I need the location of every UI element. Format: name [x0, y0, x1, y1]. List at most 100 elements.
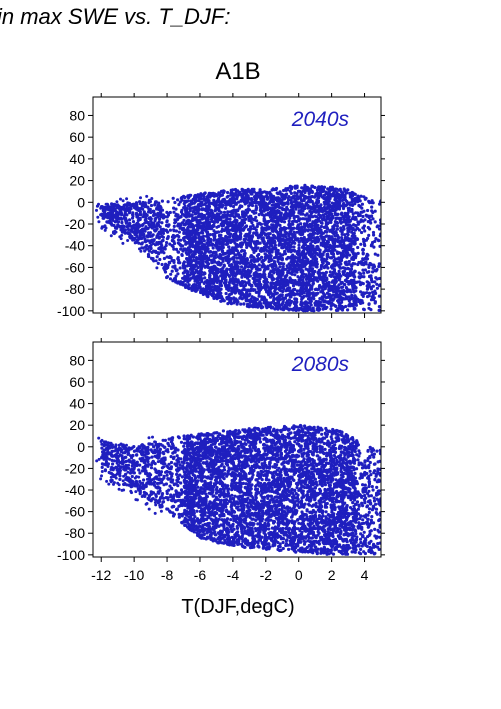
data-point [221, 277, 225, 281]
data-point [209, 279, 213, 283]
data-point [234, 285, 238, 290]
data-point [131, 220, 136, 224]
data-point [303, 183, 307, 187]
data-point [248, 208, 252, 212]
data-point [212, 216, 216, 220]
data-point [160, 221, 164, 225]
data-point [153, 229, 157, 233]
data-point [225, 215, 229, 219]
data-point [292, 226, 296, 230]
data-point [280, 202, 284, 206]
data-point [258, 272, 262, 276]
data-point [324, 300, 329, 304]
data-point [297, 243, 301, 247]
data-point [340, 236, 344, 240]
data-point [134, 212, 138, 216]
data-point [346, 308, 350, 312]
data-point [281, 297, 285, 301]
point-cloud [95, 183, 381, 313]
data-point [168, 242, 172, 246]
data-point [240, 265, 244, 269]
data-point [212, 237, 216, 241]
data-point [165, 275, 169, 280]
data-point [321, 276, 325, 280]
data-point [299, 192, 303, 196]
data-point [281, 237, 285, 241]
data-point [172, 240, 176, 244]
data-point [322, 185, 327, 189]
data-point [287, 242, 291, 246]
data-point [363, 268, 367, 272]
data-point [176, 213, 180, 217]
data-point [165, 241, 169, 245]
data-point [195, 227, 199, 232]
data-point [168, 228, 172, 232]
data-point [310, 255, 314, 259]
data-point [205, 195, 209, 199]
data-point [371, 263, 376, 267]
data-point [347, 201, 351, 205]
data-point [183, 269, 187, 273]
data-point [222, 210, 227, 214]
data-point [251, 223, 255, 228]
data-point [344, 304, 348, 309]
data-point [302, 309, 306, 313]
data-point [335, 227, 339, 231]
data-point [198, 286, 202, 290]
data-point [247, 237, 251, 241]
data-point [186, 270, 190, 274]
data-point [371, 284, 375, 288]
data-point [360, 275, 364, 279]
data-point [311, 306, 315, 310]
data-point [268, 295, 273, 299]
data-point [244, 293, 248, 297]
data-point [203, 191, 207, 195]
data-point [253, 200, 257, 204]
data-point [200, 229, 204, 233]
data-point [182, 266, 186, 270]
data-point [286, 271, 290, 275]
data-point [131, 211, 135, 215]
data-point [373, 252, 377, 256]
x-axis-label: T(DJF,degC) [181, 596, 295, 618]
data-point [359, 210, 363, 214]
data-point [284, 282, 288, 286]
data-point [141, 207, 145, 211]
data-point [157, 220, 161, 224]
data-point [371, 270, 375, 274]
data-point [285, 264, 289, 268]
data-point [140, 246, 144, 250]
data-point [209, 224, 213, 228]
data-point [345, 287, 349, 291]
data-point [303, 206, 307, 211]
data-point [262, 258, 266, 263]
data-point [199, 266, 204, 270]
data-point [325, 277, 329, 282]
data-point [221, 259, 225, 263]
data-point [369, 214, 373, 218]
data-point [318, 214, 322, 218]
data-point [316, 199, 321, 203]
data-point [208, 273, 212, 277]
data-point [306, 203, 310, 208]
data-point [304, 284, 308, 288]
data-point [221, 269, 225, 273]
data-point [240, 192, 244, 196]
data-point [160, 239, 164, 243]
data-point [202, 281, 206, 285]
data-point [200, 257, 204, 261]
data-point [370, 295, 374, 299]
data-point [219, 299, 223, 303]
data-point [240, 272, 244, 276]
data-point [180, 195, 184, 200]
data-point [309, 248, 314, 252]
data-point [278, 238, 282, 242]
data-point [205, 293, 209, 297]
data-point [265, 221, 270, 225]
data-point [224, 280, 228, 284]
data-point [296, 197, 300, 201]
data-point [332, 275, 336, 279]
data-point [353, 269, 357, 273]
data-point [214, 208, 218, 212]
data-point [274, 236, 278, 240]
